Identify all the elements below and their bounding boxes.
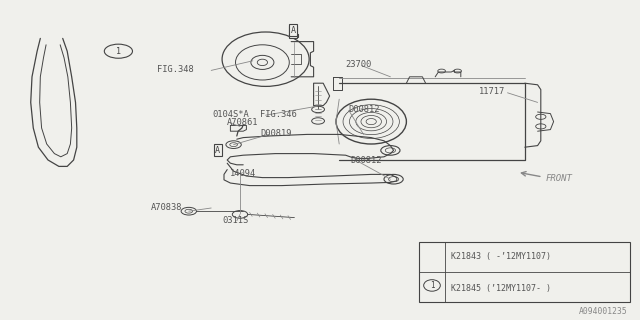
Text: 23700: 23700 <box>346 60 372 69</box>
Text: D00819: D00819 <box>260 129 292 138</box>
Text: FRONT: FRONT <box>546 174 573 183</box>
Text: 0104S*A: 0104S*A <box>212 110 249 119</box>
Text: A: A <box>291 26 296 35</box>
Text: D00812: D00812 <box>351 156 382 165</box>
Text: 14094: 14094 <box>230 169 257 178</box>
Text: 1: 1 <box>429 281 435 290</box>
Text: A094001235: A094001235 <box>579 308 627 316</box>
Text: D00812: D00812 <box>349 105 380 114</box>
Text: 0311S: 0311S <box>222 216 248 225</box>
Text: 1: 1 <box>116 47 121 56</box>
Text: K21843 ( -’12MY1107): K21843 ( -’12MY1107) <box>451 252 551 261</box>
Text: 11717: 11717 <box>479 87 505 96</box>
Text: FIG.346: FIG.346 <box>260 110 297 119</box>
Text: K21845 (’12MY1107- ): K21845 (’12MY1107- ) <box>451 284 551 293</box>
Text: A70861: A70861 <box>227 118 259 127</box>
Text: A: A <box>215 146 220 155</box>
Text: FIG.348: FIG.348 <box>157 65 193 74</box>
Text: A70838: A70838 <box>150 203 182 212</box>
Text: A: A <box>291 28 296 36</box>
